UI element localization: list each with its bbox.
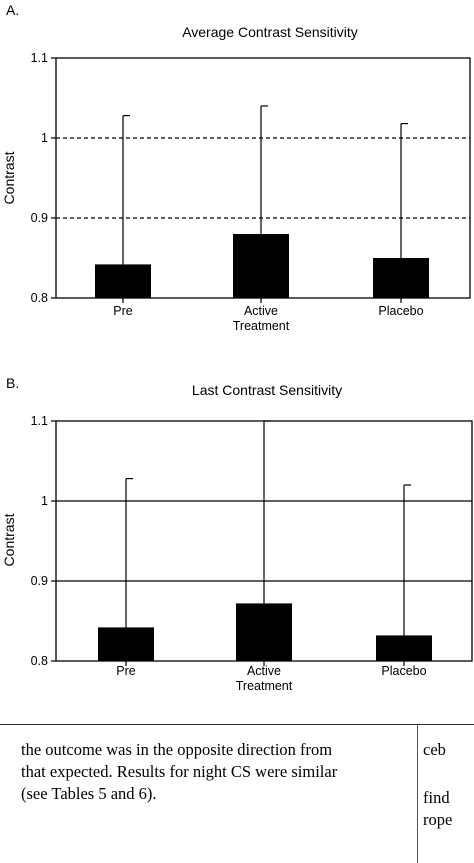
bar bbox=[95, 264, 151, 298]
x-category-label: Placebo bbox=[381, 664, 426, 678]
fragment-gap bbox=[423, 761, 474, 787]
y-tick-label: 0.8 bbox=[31, 654, 48, 668]
y-tick-label: 0.9 bbox=[31, 211, 48, 225]
x-category-label: Active bbox=[247, 664, 281, 678]
y-axis-label: Contrast bbox=[1, 513, 17, 566]
y-tick-label: 1.1 bbox=[31, 51, 48, 65]
bar bbox=[376, 635, 432, 661]
x-category-label: Pre bbox=[113, 304, 133, 318]
bar bbox=[236, 603, 292, 661]
bar bbox=[98, 627, 154, 661]
fragment-line: ceb bbox=[423, 740, 446, 759]
bar bbox=[373, 258, 429, 298]
x-category-label: Treatment bbox=[233, 319, 290, 333]
y-tick-label: 1 bbox=[41, 131, 48, 145]
y-tick-label: 1.1 bbox=[31, 414, 48, 428]
y-tick-label: 0.8 bbox=[31, 291, 48, 305]
chart-a: A. Average Contrast Sensitivity Contrast… bbox=[1, 2, 471, 333]
body-line: the outcome was in the opposite directio… bbox=[21, 740, 333, 759]
column-divider bbox=[417, 725, 418, 863]
next-column-fragment: ceb find rope bbox=[423, 739, 474, 831]
panel-label: A. bbox=[6, 2, 19, 18]
chart-b: B. Last Contrast Sensitivity Contrast 0.… bbox=[1, 375, 473, 693]
y-axis-label: Contrast bbox=[1, 151, 17, 204]
body-line: (see Tables 5 and 6). bbox=[21, 784, 157, 803]
chart-title: Average Contrast Sensitivity bbox=[182, 24, 358, 40]
y-tick-label: 1 bbox=[41, 494, 48, 508]
fragment-line: find bbox=[423, 788, 450, 807]
fragment-line: rope bbox=[423, 810, 453, 829]
panel-label: B. bbox=[6, 375, 19, 391]
body-paragraph: the outcome was in the opposite directio… bbox=[21, 739, 401, 805]
chart-title: Last Contrast Sensitivity bbox=[192, 382, 342, 398]
x-category-label: Active bbox=[244, 304, 278, 318]
x-category-label: Pre bbox=[116, 664, 136, 678]
bar bbox=[233, 234, 289, 298]
body-text-section: the outcome was in the opposite directio… bbox=[0, 724, 474, 863]
y-tick-label: 0.9 bbox=[31, 574, 48, 588]
x-category-label: Treatment bbox=[236, 679, 293, 693]
x-category-label: Placebo bbox=[378, 304, 423, 318]
body-line: that expected. Results for night CS were… bbox=[21, 762, 338, 781]
